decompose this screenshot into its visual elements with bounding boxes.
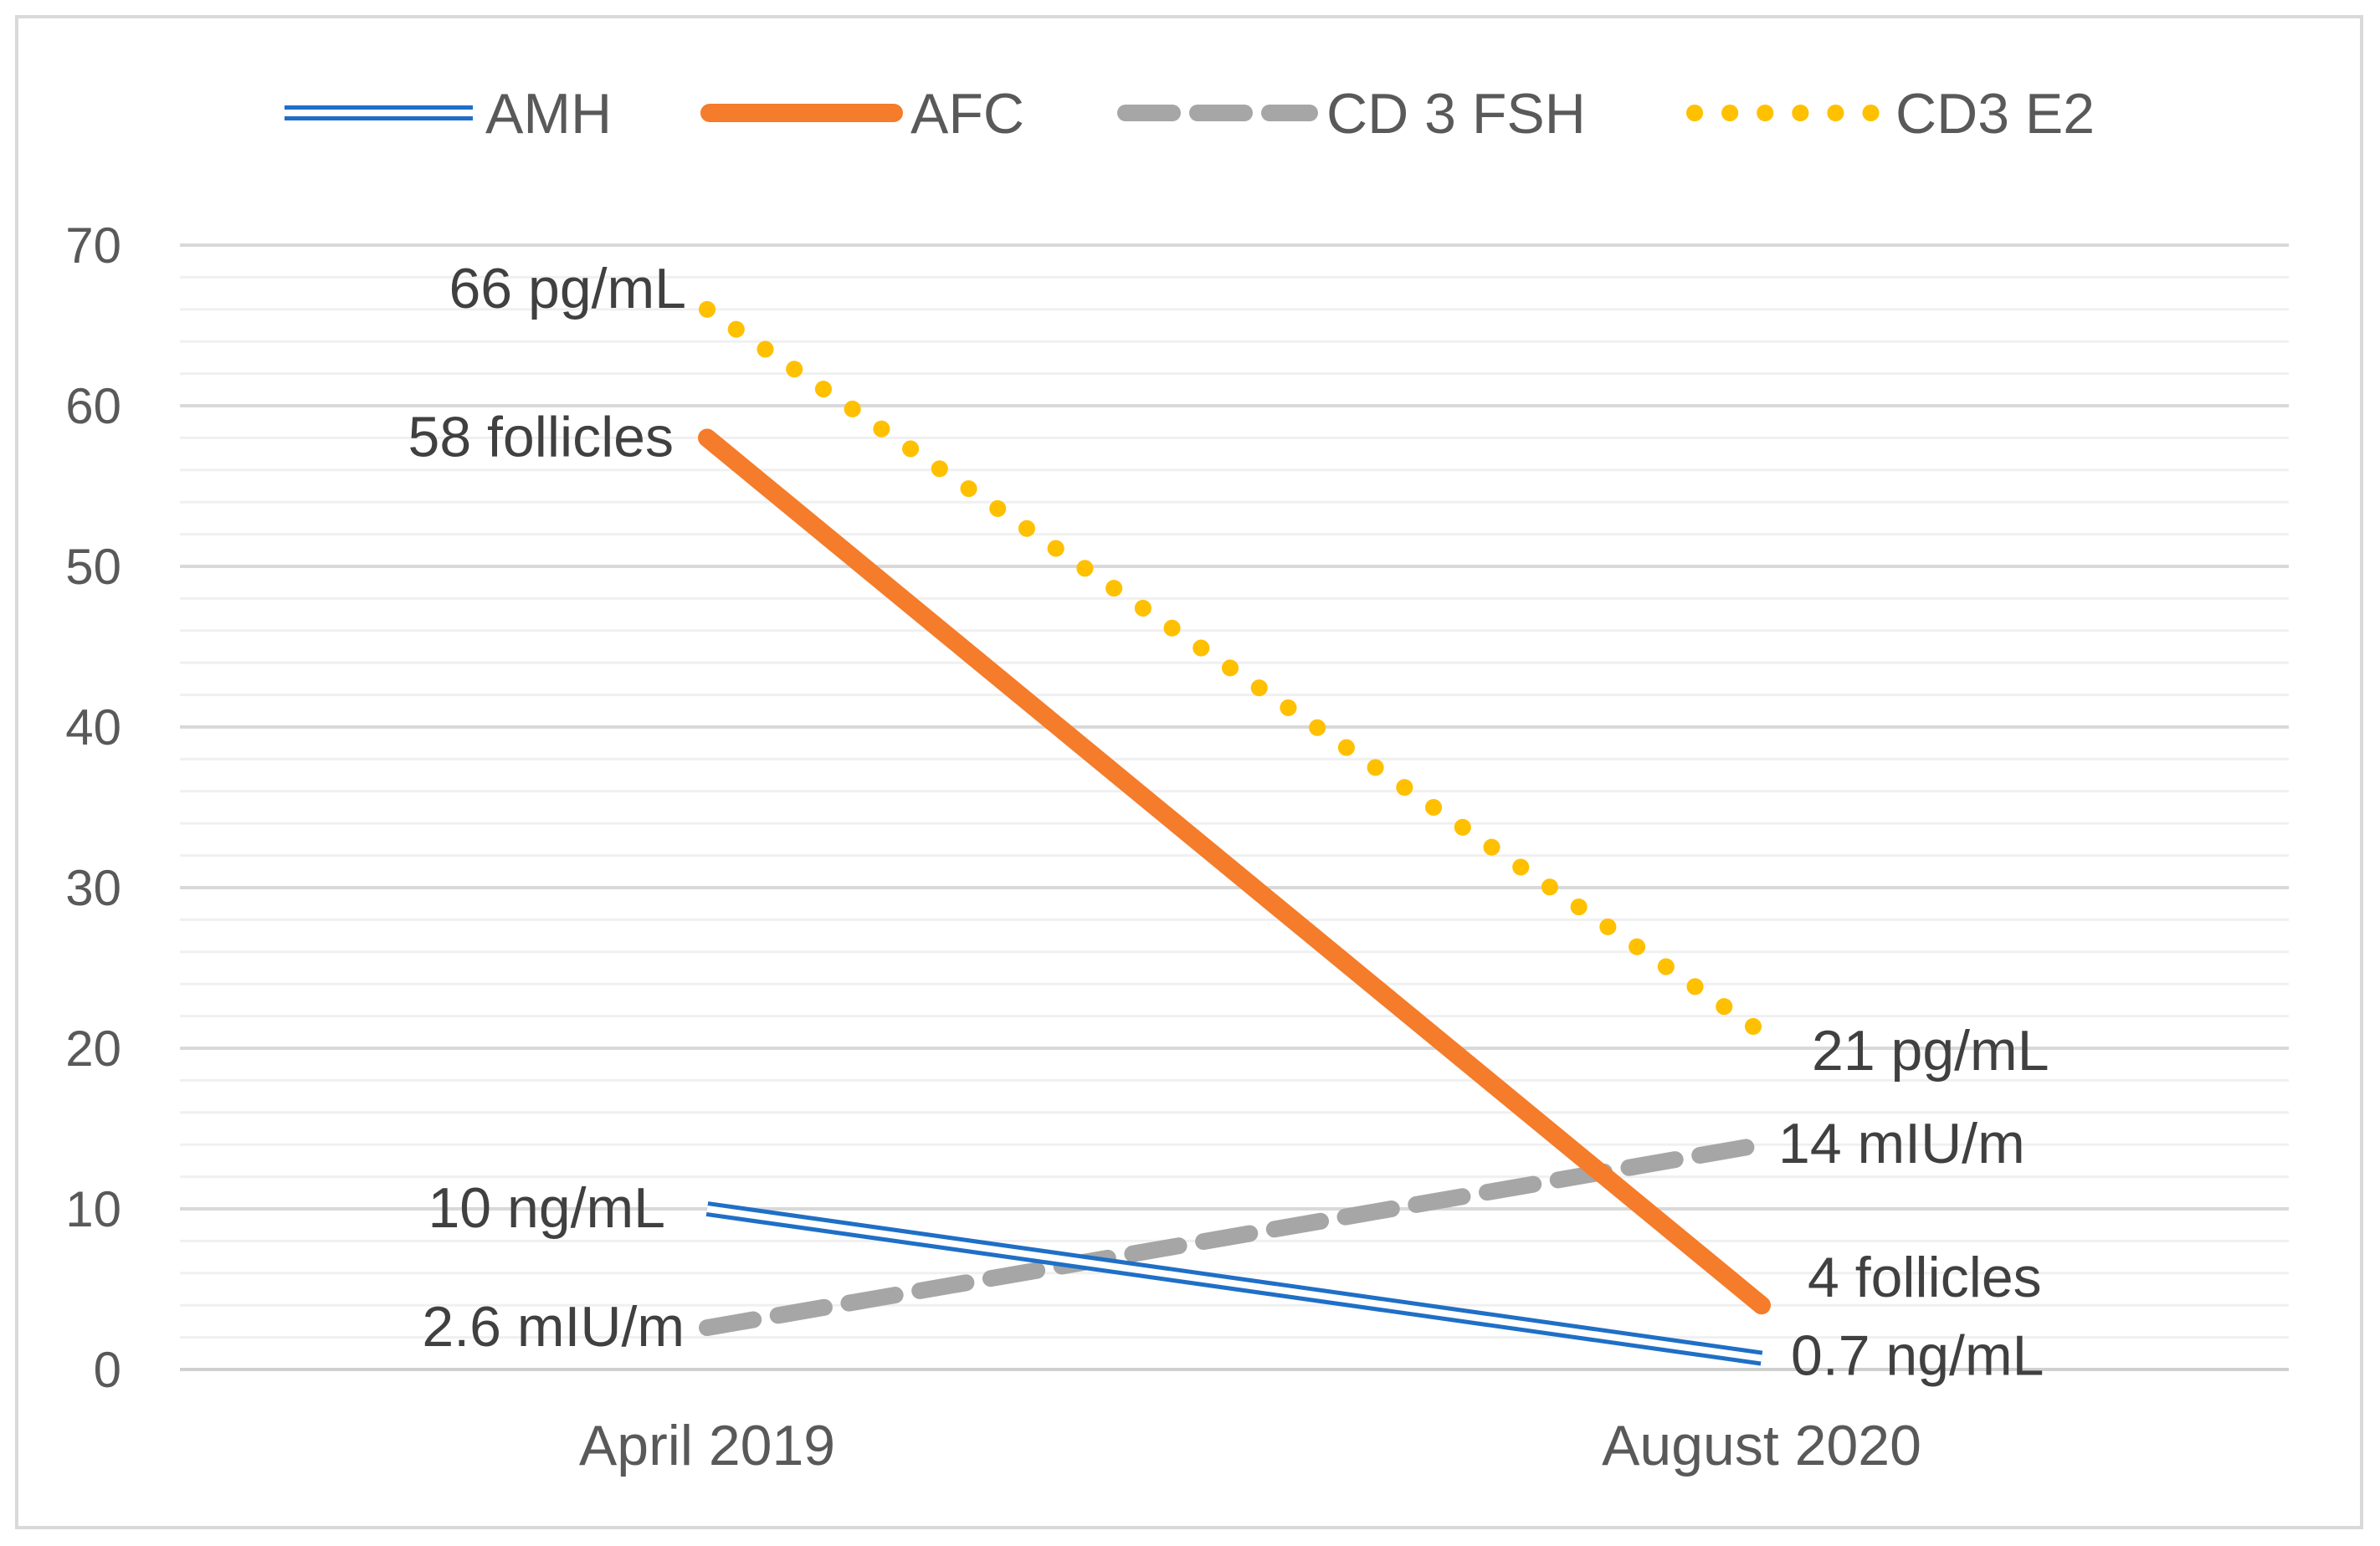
gridlines bbox=[180, 243, 2289, 1371]
legend-item-afc: AFC bbox=[700, 82, 1024, 146]
x-tick-label: April 2019 bbox=[579, 1414, 835, 1477]
data-label: 14 mIU/m bbox=[1778, 1112, 2025, 1175]
legend-item-cd-3-fsh: CD 3 FSH bbox=[1117, 82, 1586, 146]
data-label: 21 pg/mL bbox=[1812, 1019, 2049, 1083]
legend-label: AMH bbox=[485, 82, 612, 146]
y-tick-label: 20 bbox=[65, 1021, 121, 1077]
legend-label: AFC bbox=[910, 82, 1024, 146]
series-lines bbox=[698, 300, 1771, 1366]
data-label: 10 ng/mL bbox=[428, 1176, 665, 1240]
x-tick-label: August 2020 bbox=[1602, 1414, 1921, 1477]
legend-item-cd3-e2: CD3 E2 bbox=[1686, 82, 2095, 146]
series-line-cd3-e2 bbox=[699, 300, 1770, 1041]
y-tick-label: 0 bbox=[94, 1342, 121, 1398]
data-labels: 10 ng/mL 0.7 ng/mL 58 follicles 4 follicles… bbox=[408, 257, 2049, 1388]
data-label: 66 pg/mL bbox=[449, 257, 686, 320]
y-tick-label: 10 bbox=[65, 1181, 121, 1237]
series-line-afc bbox=[698, 428, 1771, 1315]
data-label: 58 follicles bbox=[408, 405, 675, 468]
legend-item-amh: AMH bbox=[285, 82, 612, 146]
legend: AMH AFC CD 3 FSH CD3 E2 bbox=[285, 82, 2095, 146]
legend-label: CD3 E2 bbox=[1895, 82, 2095, 146]
data-label: 4 follicles bbox=[1808, 1246, 2042, 1309]
data-label: 2.6 mIU/m bbox=[422, 1295, 685, 1359]
y-tick-label: 60 bbox=[65, 378, 121, 434]
y-tick-label: 30 bbox=[65, 860, 121, 916]
y-tick-label: 50 bbox=[65, 539, 121, 595]
y-tick-label: 70 bbox=[65, 218, 121, 274]
y-tick-label: 40 bbox=[65, 699, 121, 755]
series-line-amh-inner bbox=[706, 1206, 1762, 1362]
legend-label: CD 3 FSH bbox=[1326, 82, 1586, 146]
series-line-cd-3-fsh bbox=[699, 1136, 1770, 1337]
axes: 0 10 20 30 40 50 60 70 April 2019 August 2020 bbox=[65, 218, 1921, 1477]
data-label: 0.7 ng/mL bbox=[1791, 1324, 2044, 1388]
